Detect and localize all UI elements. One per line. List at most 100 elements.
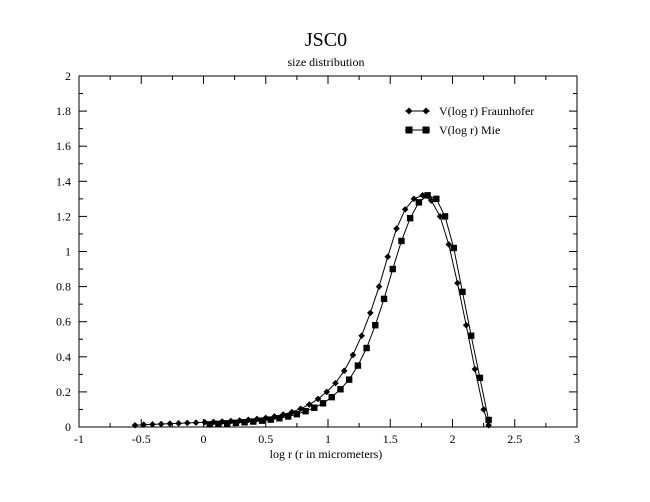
data-point-diamond: [462, 321, 470, 329]
data-point-square: [319, 400, 327, 407]
data-point-square: [459, 288, 466, 296]
series-0: [131, 192, 492, 429]
data-point-square: [284, 413, 292, 420]
legend-marker-fraunhofer-end: [422, 107, 430, 115]
data-point-square: [232, 419, 240, 426]
data-point-diamond: [340, 367, 348, 375]
x-tick-label: 2: [450, 432, 456, 446]
x-tick-label: -1: [74, 432, 84, 446]
series-layer: [131, 192, 492, 429]
data-point-square: [406, 214, 414, 222]
y-tick-labels: 0 0.2 0.4 0.6 0.8 1 1.2 1.4 1.6 1.8 2: [56, 69, 71, 434]
data-point-diamond: [157, 420, 165, 428]
data-point-diamond: [323, 388, 331, 396]
data-point-square: [415, 199, 423, 206]
data-point-diamond: [428, 197, 435, 204]
y-tick-label: 1.2: [56, 209, 71, 223]
data-point-square: [223, 420, 231, 427]
data-point-square: [345, 376, 353, 383]
data-point-diamond: [393, 225, 400, 232]
x-tick-labels: -1 -0.5 0 0.5 1 1.5 2 2.5 3: [74, 432, 580, 446]
series-line: [209, 194, 490, 425]
data-point-square: [302, 408, 309, 415]
data-point-square: [380, 295, 388, 303]
data-point-diamond: [401, 206, 409, 213]
x-axis-label: log r (r in micrometers): [270, 447, 383, 461]
data-point-diamond: [480, 406, 487, 413]
x-tick-label: 0.5: [258, 432, 273, 446]
legend-marker-fraunhofer: [405, 107, 413, 115]
data-point-diamond: [332, 379, 339, 387]
data-point-square: [354, 362, 362, 369]
data-point-diamond: [201, 418, 209, 426]
data-point-square: [441, 213, 449, 220]
data-point-diamond: [436, 213, 444, 220]
data-point-diamond: [485, 421, 492, 429]
y-tick-label: 0.4: [56, 350, 71, 364]
y-tick-label: 1.4: [56, 174, 71, 188]
data-point-square: [450, 244, 457, 252]
data-point-diamond: [279, 411, 287, 418]
data-point-diamond: [166, 420, 174, 427]
x-tick-label: 2.5: [507, 432, 522, 446]
data-point-diamond: [384, 253, 392, 261]
chart-subtitle: size distribution: [288, 55, 365, 69]
legend-item-fraunhofer: V(log r) Fraunhofer: [405, 104, 534, 118]
data-point-diamond: [297, 405, 304, 413]
data-point-diamond: [262, 414, 270, 422]
data-point-square: [267, 416, 274, 423]
data-point-diamond: [471, 365, 479, 373]
data-point-diamond: [445, 241, 453, 248]
data-point-diamond: [306, 401, 313, 408]
data-point-square: [328, 393, 335, 401]
legend-marker-mie: [405, 126, 413, 134]
data-point-square: [424, 192, 431, 199]
x-tick-label: 3: [574, 432, 580, 446]
data-point-square: [433, 195, 440, 203]
data-point-diamond: [375, 283, 383, 290]
data-point-diamond: [410, 195, 418, 203]
data-point-square: [206, 421, 213, 428]
data-point-diamond: [218, 418, 226, 425]
y-tick-label: 0.6: [56, 315, 71, 329]
data-point-square: [476, 374, 484, 382]
data-point-square: [258, 417, 266, 424]
data-point-diamond: [236, 417, 243, 424]
x-tick-label: 1.5: [383, 432, 398, 446]
legend-label-mie: V(log r) Mie: [439, 123, 500, 137]
data-point-square: [293, 410, 301, 418]
data-point-diamond: [184, 419, 191, 427]
y-tick-label: 0: [65, 420, 71, 434]
y-tick-label: 0.8: [56, 280, 71, 294]
data-point-square: [241, 419, 248, 426]
data-point-diamond: [367, 309, 374, 317]
data-point-square: [485, 416, 492, 424]
data-point-diamond: [131, 421, 139, 429]
series-line: [134, 194, 490, 426]
data-point-square: [363, 344, 370, 352]
data-point-diamond: [288, 408, 296, 416]
data-point-diamond: [227, 417, 235, 425]
data-point-square: [389, 265, 396, 273]
y-tick-label: 0.2: [56, 385, 71, 399]
data-point-square: [215, 420, 222, 428]
data-point-diamond: [454, 279, 461, 287]
data-point-square: [311, 404, 318, 411]
x-tick-label: -0.5: [132, 432, 151, 446]
x-tick-label: 1: [325, 432, 331, 446]
data-point-diamond: [358, 332, 365, 340]
data-point-diamond: [192, 419, 200, 426]
legend: V(log r) Fraunhofer V(log r) Mie: [405, 104, 534, 137]
legend-label-fraunhofer: V(log r) Fraunhofer: [439, 104, 534, 118]
plot-frame: [78, 75, 578, 428]
axis-ticks: [78, 75, 578, 428]
data-point-diamond: [175, 420, 182, 427]
data-point-square: [372, 322, 379, 329]
legend-marker-mie-end: [422, 126, 430, 134]
y-tick-label: 1.8: [56, 104, 71, 118]
data-point-diamond: [149, 421, 156, 428]
legend-item-mie: V(log r) Mie: [405, 123, 500, 137]
data-point-diamond: [210, 418, 217, 426]
y-tick-label: 1: [65, 245, 71, 259]
